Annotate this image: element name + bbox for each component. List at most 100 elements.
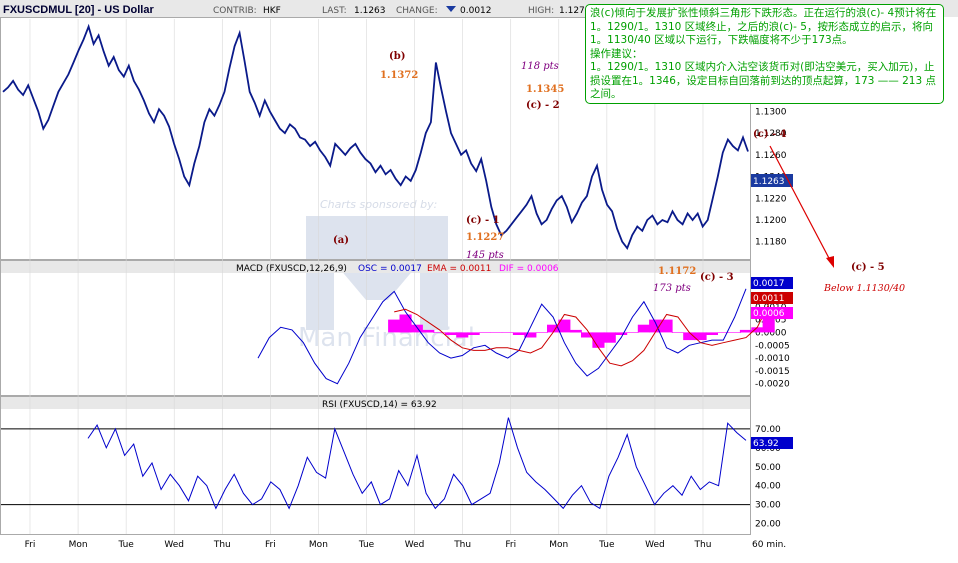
price-tick-label: 1.1260 xyxy=(755,151,787,161)
wave-c1-label: (c) - 1 xyxy=(466,215,500,226)
rsi-title: RSI (FXUSCD,14) = 63.92 xyxy=(322,400,437,410)
change-down-arrow-icon xyxy=(446,6,456,12)
macd-tick-label: -0.0005 xyxy=(755,341,790,351)
macd-ema-value: 0.0011 xyxy=(753,294,785,304)
macd-dif-bar xyxy=(433,332,446,333)
wave-c3-price: 1.1172 xyxy=(658,266,696,277)
price-line xyxy=(2,23,749,251)
note-line-2: 操作建议： xyxy=(590,47,643,60)
wave-c3-label: (c) - 3 xyxy=(700,272,734,283)
macd-dif-bar xyxy=(410,324,423,333)
x-tick-label: Wed xyxy=(164,540,184,550)
price-last-value: 1.1263 xyxy=(753,177,785,187)
contrib-label: CONTRIB: xyxy=(213,6,257,16)
price-series xyxy=(2,23,749,251)
wave-c1-price: 1.1227 xyxy=(466,232,504,243)
rsi-tick-label: 30.00 xyxy=(755,501,781,511)
macd-dif-bar xyxy=(705,332,718,335)
macd-dif-bar xyxy=(569,329,582,333)
wave-c5-target: Below 1.1130/40 xyxy=(823,283,905,294)
x-tick-label: Tue xyxy=(358,540,375,550)
projection-arrowhead-icon xyxy=(826,256,834,268)
note-line-3: 1。1290/1。1310 区域内介入沽空该货币对(即沽空美元，买入加元)，止损… xyxy=(590,61,936,100)
macd-dif-bar xyxy=(467,332,480,335)
interval-label: 60 min. xyxy=(752,540,786,550)
last-value: 1.1263 xyxy=(354,6,386,16)
wave-b-price: 1.1372 xyxy=(380,70,418,81)
macd-ema-label: EMA = 0.0011 xyxy=(427,264,491,274)
analysis-note-box: 浪(c)倾向于发展扩张性倾斜三角形下跌形态。正在运行的浪(c)- 4预计将在1。… xyxy=(585,4,944,104)
last-label: LAST: xyxy=(322,6,347,16)
macd-dif-bar xyxy=(490,332,503,333)
rsi-tick-label: 20.00 xyxy=(755,520,781,530)
macd-dif-bar xyxy=(456,332,469,338)
x-tick-label: Tue xyxy=(117,540,134,550)
wave-c2-pts: 118 pts xyxy=(521,61,559,72)
macd-dif-bar xyxy=(626,332,639,333)
symbol-title: FXUSCDMUL [20] - US Dollar xyxy=(3,4,154,16)
x-tick-label: Mon xyxy=(549,540,568,550)
wave-a-label: (a) xyxy=(333,235,349,246)
wave-b-label: (b) xyxy=(389,51,405,62)
macd-dif-bar xyxy=(739,329,752,333)
macd-dif-bar xyxy=(547,324,560,333)
price-tick-label: 1.1200 xyxy=(755,216,787,226)
x-tick-label: Mon xyxy=(309,540,328,550)
wave-annotations: (a) (b) 1.1372 (c) - 1 1.1227 145 pts 11… xyxy=(333,51,905,294)
rsi-series xyxy=(1,417,750,510)
macd-title-bar xyxy=(1,261,750,273)
x-tick-label: Fri xyxy=(265,540,276,550)
macd-dif-bar xyxy=(388,319,401,333)
macd-dif-bar xyxy=(478,332,491,333)
macd-dif-bar xyxy=(592,332,605,348)
wave-c2-label: (c) - 2 xyxy=(526,100,560,111)
price-gridlines xyxy=(29,19,704,534)
x-tick-label: Fri xyxy=(505,540,516,550)
high-value: 1.127 xyxy=(559,6,585,16)
projection-arrow xyxy=(769,145,832,263)
macd-osc-value-box xyxy=(751,277,793,289)
macd-dif-bar xyxy=(660,319,673,333)
price-tick-label: 1.1280 xyxy=(755,129,787,139)
rsi-tick-label: 70.00 xyxy=(755,425,781,435)
contrib-value: HKF xyxy=(263,6,281,16)
macd-dif-bar xyxy=(581,332,594,338)
macd-dif-value-box xyxy=(751,307,793,319)
macd-osc-label: OSC = 0.0017 xyxy=(358,264,422,274)
price-last-value-box xyxy=(751,174,793,187)
macd-dif-bar xyxy=(751,327,764,333)
macd-dif-bar xyxy=(524,332,537,338)
macd-osc-line xyxy=(257,288,747,385)
sponsor-logo-word: Man Financial xyxy=(298,323,475,353)
sponsor-watermark: Charts sponsored by: Man Financial xyxy=(298,198,475,353)
x-tick-label: Tue xyxy=(598,540,615,550)
rsi-value: 63.92 xyxy=(753,439,779,449)
macd-dif-bar xyxy=(501,332,514,333)
wave-c5-label: (c) - 5 xyxy=(851,262,885,273)
wave-c3-pts: 173 pts xyxy=(653,283,691,294)
macd-dif-value: 0.0006 xyxy=(753,309,785,319)
sponsor-text: Charts sponsored by: xyxy=(320,198,437,211)
macd-dif-bar xyxy=(671,332,684,333)
rsi-title-bar xyxy=(1,397,750,409)
macd-dif-bar xyxy=(603,332,616,343)
change-value: 0.0012 xyxy=(460,6,492,16)
wave-c2-price: 1.1345 xyxy=(526,84,564,95)
macd-ema-value-box xyxy=(751,292,793,304)
rsi-panel xyxy=(0,396,751,535)
wave-c4-label: (c) - 4 xyxy=(753,129,787,140)
x-tick-label: Wed xyxy=(405,540,425,550)
macd-ema-line xyxy=(394,303,770,367)
macd-dif-bar xyxy=(558,319,571,333)
price-tick-label: 1.1220 xyxy=(755,194,787,204)
macd-dif-bar xyxy=(615,332,628,335)
macd-dif-bar xyxy=(728,332,741,333)
change-label: CHANGE: xyxy=(396,6,438,16)
macd-dif-bar xyxy=(422,329,435,333)
macd-osc-value: 0.0017 xyxy=(753,279,785,289)
macd-panel xyxy=(0,260,751,396)
x-axis-labels: Fri Mon Tue Wed Thu Fri Mon Tue Wed Thu Fri Mon Tue W… xyxy=(25,540,787,550)
macd-tick-label: -0.0015 xyxy=(755,367,790,377)
macd-dif-bar xyxy=(444,332,457,335)
rsi-line xyxy=(87,417,747,510)
